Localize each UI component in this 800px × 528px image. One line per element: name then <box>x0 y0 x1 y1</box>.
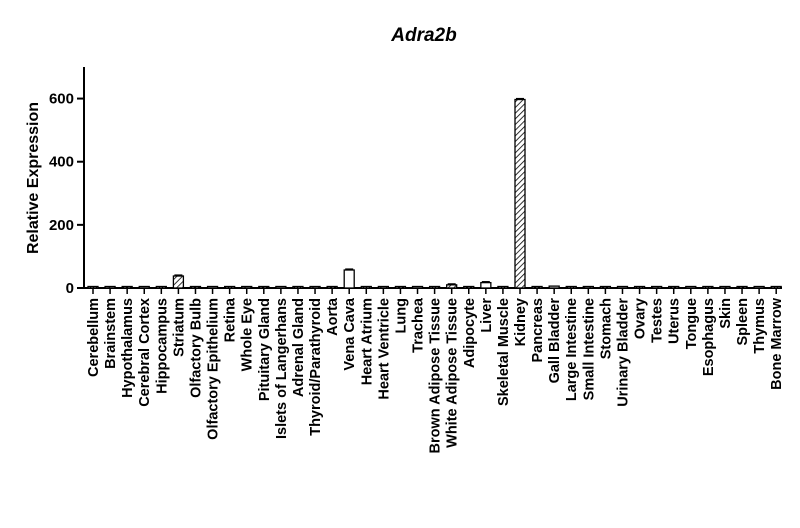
bar <box>155 285 167 289</box>
bar <box>360 285 372 289</box>
bar <box>309 285 321 289</box>
x-category-label: Gall Bladder <box>547 298 563 384</box>
bar <box>685 285 697 289</box>
x-category-label: Small Intestine <box>581 298 597 400</box>
bar <box>275 285 287 289</box>
x-category-label: Esophagus <box>701 298 717 376</box>
x-axis-category-labels: Cerebellum Brainstem Hypothalamus Cerebral … <box>86 288 785 454</box>
x-category-label: Pituitary Gland <box>257 298 273 401</box>
x-category-label: Skin <box>718 298 734 329</box>
x-category-label: Brown Adipose Tissue <box>428 298 444 454</box>
x-category-label: Adipocyte <box>462 298 478 368</box>
bar <box>480 281 492 289</box>
bar <box>497 285 509 289</box>
x-category-label: Tongue <box>684 298 700 349</box>
x-category-label: Hypothalamus <box>120 298 136 398</box>
x-category-label: Testes <box>650 298 666 343</box>
bar <box>736 285 748 289</box>
bar <box>719 285 731 289</box>
x-category-label: Aorta <box>325 297 341 336</box>
x-category-label: Brainstem <box>103 298 119 369</box>
bar <box>616 285 629 289</box>
bar <box>172 275 185 289</box>
x-category-label: Trachea <box>411 297 427 353</box>
x-category-label: Kidney <box>513 298 529 346</box>
x-category-label: Heart Ventricle <box>376 298 392 400</box>
y-axis-label: Relative Expression <box>25 102 42 254</box>
x-category-label: Heart Atrium <box>359 298 375 385</box>
x-category-label: Cerebral Cortex <box>137 298 153 407</box>
bar <box>241 285 253 289</box>
x-category-label: Islets of Langerhans <box>274 298 290 439</box>
bar <box>702 285 714 289</box>
bar <box>463 285 475 289</box>
y-tick-label: 400 <box>49 154 74 171</box>
bar <box>565 285 577 289</box>
bar <box>770 285 782 289</box>
x-category-label: Olfactory Bulb <box>188 298 204 398</box>
bar <box>650 285 663 289</box>
y-tick-label: 0 <box>66 280 74 297</box>
bar <box>138 285 150 289</box>
bar <box>514 98 526 289</box>
bars-group <box>87 97 782 289</box>
x-category-label: Olfactory Epithelium <box>206 298 222 440</box>
bar <box>189 285 202 289</box>
bar <box>753 285 765 289</box>
bar <box>343 269 355 289</box>
bar <box>394 285 407 289</box>
x-category-label: Thymus <box>752 298 768 354</box>
bar <box>206 285 219 289</box>
bar <box>223 285 236 289</box>
bar <box>446 284 458 289</box>
x-category-label: Retina <box>223 297 239 342</box>
bar <box>326 285 338 289</box>
x-category-label: Urinary Bladder <box>615 298 631 407</box>
x-category-label: Thyroid/Parathyroid <box>308 298 324 436</box>
bar <box>582 285 594 289</box>
x-category-label: Stomach <box>598 298 614 359</box>
bar <box>411 285 424 289</box>
x-category-label: Bone Marrow <box>769 297 785 390</box>
bar <box>531 285 543 289</box>
x-category-label: Spleen <box>735 298 751 346</box>
bar <box>428 285 441 289</box>
bar <box>633 285 646 289</box>
x-category-label: White Adipose Tissue <box>445 298 461 448</box>
bar <box>292 285 304 289</box>
x-category-label: Liver <box>479 298 495 333</box>
x-category-label: Lung <box>393 298 409 333</box>
y-tick-label: 200 <box>49 217 74 234</box>
bar <box>548 285 560 289</box>
x-category-label: Whole Eye <box>240 298 256 371</box>
bar <box>87 285 99 289</box>
x-category-label: Vena Cava <box>342 297 358 370</box>
x-category-label: Large Intestine <box>564 298 580 401</box>
x-category-label: Adrenal Gland <box>291 298 307 397</box>
bar <box>104 285 116 289</box>
bar <box>377 285 390 289</box>
y-axis-ticks: 0 200 400 600 <box>49 91 84 297</box>
x-category-label: Cerebellum <box>86 298 102 377</box>
chart-title: Adra2b <box>390 25 457 46</box>
bar <box>599 285 612 289</box>
bar <box>258 285 270 289</box>
x-category-label: Uterus <box>667 298 683 344</box>
bar <box>121 285 133 289</box>
x-category-label: Hippocampus <box>154 298 170 394</box>
bar <box>668 285 680 289</box>
x-category-label: Striatum <box>171 298 187 357</box>
x-category-label: Pancreas <box>530 298 546 363</box>
x-category-label: Skeletal Muscle <box>496 298 512 406</box>
x-category-label: Ovary <box>633 298 649 339</box>
y-tick-label: 600 <box>49 91 74 108</box>
